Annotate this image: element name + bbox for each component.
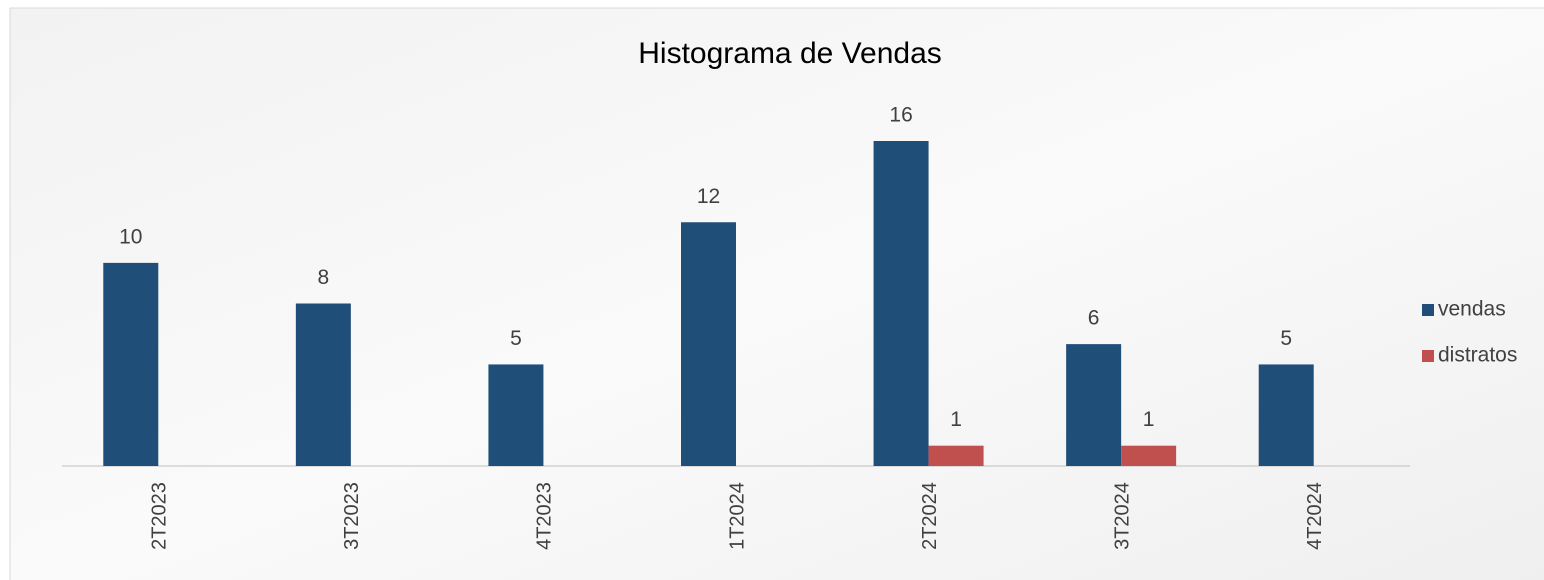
data-label: 5 bbox=[1280, 327, 1292, 350]
bar bbox=[1066, 344, 1122, 466]
bar bbox=[1258, 364, 1314, 466]
x-tick-label: 1T2024 bbox=[726, 482, 748, 550]
x-tick-label: 2T2024 bbox=[919, 482, 941, 550]
x-tick-label: 2T2023 bbox=[149, 482, 171, 550]
legend-swatch bbox=[1422, 350, 1434, 362]
x-tick-label: 4T2024 bbox=[1304, 482, 1326, 550]
data-label: 16 bbox=[889, 104, 912, 127]
legend-label: vendas bbox=[1438, 298, 1506, 321]
data-label: 1 bbox=[1143, 408, 1155, 431]
bar bbox=[681, 222, 736, 466]
data-label: 1 bbox=[950, 408, 962, 431]
bar bbox=[928, 445, 984, 466]
chart-title: Histograma de Vendas bbox=[638, 37, 942, 70]
chart-background bbox=[9, 7, 1544, 580]
bar bbox=[103, 262, 159, 466]
x-tick-label: 3T2024 bbox=[1111, 482, 1133, 550]
data-label: 6 bbox=[1088, 307, 1100, 330]
legend-label: distratos bbox=[1438, 344, 1517, 367]
data-label: 10 bbox=[119, 225, 142, 248]
legend-swatch bbox=[1422, 304, 1434, 316]
data-label: 12 bbox=[697, 185, 720, 208]
bar bbox=[1121, 445, 1177, 466]
data-label: 5 bbox=[510, 327, 522, 350]
data-label: 8 bbox=[318, 266, 330, 289]
x-tick-label: 4T2023 bbox=[534, 482, 556, 550]
bar bbox=[295, 303, 351, 466]
x-tick-label: 3T2023 bbox=[341, 482, 363, 550]
bar bbox=[873, 141, 929, 466]
bar bbox=[488, 364, 544, 466]
